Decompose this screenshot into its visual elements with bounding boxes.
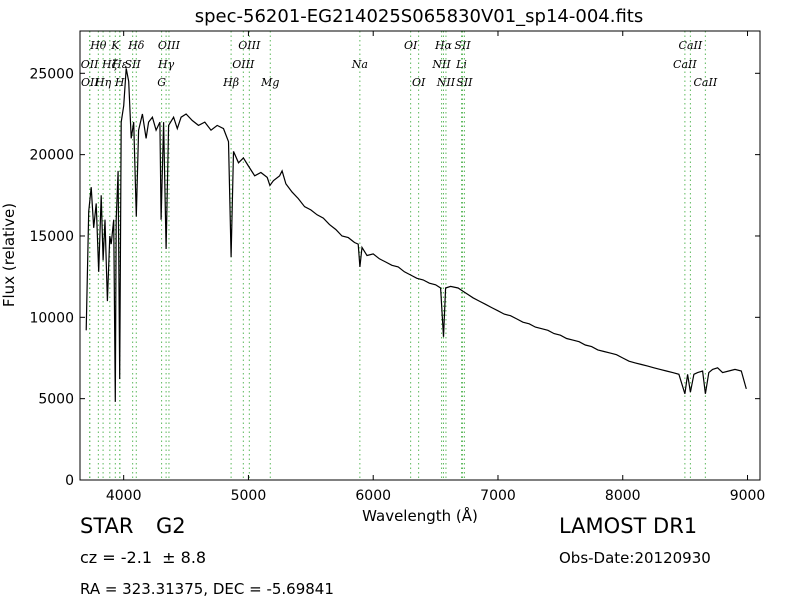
y-tick-label: 15000 <box>29 229 74 245</box>
line-marker-label: Hδ <box>127 39 145 52</box>
y-tick-label: 0 <box>65 473 74 489</box>
line-marker-label: NII <box>431 58 451 71</box>
line-marker-label: CaII <box>679 39 703 52</box>
redshift-value: cz = -2.1 ± 8.8 <box>80 548 207 567</box>
line-marker-label: Hζ <box>101 58 119 71</box>
x-axis-label: Wavelength (Å) <box>362 506 478 525</box>
survey-label: LAMOST DR1 <box>559 514 698 538</box>
object-subclass: G2 <box>156 514 186 538</box>
object-class: STAR <box>80 514 134 538</box>
line-marker-label: Hα <box>434 39 453 52</box>
line-marker-label: OII <box>81 58 99 71</box>
y-axis-ticks: 0 5000 10000 15000 20000 25000 <box>29 66 760 489</box>
line-marker-label: OIII <box>232 58 255 71</box>
line-marker-label: Hγ <box>157 58 175 71</box>
y-tick-label: 10000 <box>29 310 74 326</box>
line-marker-label: OI <box>412 76 426 89</box>
line-marker-label: CaII <box>673 58 697 71</box>
line-marker-label: H <box>114 76 125 89</box>
line-marker-label: Li <box>455 58 467 71</box>
line-marker-label: NII <box>436 76 456 89</box>
line-marker-label: SII <box>125 58 142 71</box>
line-marker-label: SII <box>454 39 471 52</box>
spectrum-line <box>85 68 747 402</box>
y-tick-label: 20000 <box>29 148 74 164</box>
line-marker-label: OIII <box>158 39 181 52</box>
y-tick-label: 5000 <box>38 392 74 408</box>
x-tick-label: 7000 <box>480 488 516 504</box>
plot-frame <box>79 30 761 481</box>
line-marker-label: CaII <box>694 76 718 89</box>
line-marker-label: K <box>110 39 120 52</box>
x-tick-label: 9000 <box>730 488 766 504</box>
x-axis-ticks: 4000 5000 6000 7000 8000 9000 <box>106 31 765 504</box>
line-marker-label: Hβ <box>222 76 239 89</box>
line-marker-label: G <box>157 76 166 89</box>
line-marker-label: SII <box>456 76 473 89</box>
chart-title: spec-56201-EG214025S065830V01_sp14-004.f… <box>195 6 643 27</box>
observation-date: Obs-Date:20120930 <box>559 549 711 567</box>
y-axis-label: Flux (relative) <box>0 203 18 307</box>
line-marker-label: OII <box>81 76 99 89</box>
coordinates: RA = 323.31375, DEC = -5.69841 <box>80 580 334 598</box>
line-marker-label: OIII <box>238 39 261 52</box>
x-tick-label: 8000 <box>605 488 641 504</box>
line-marker-label: Na <box>351 58 368 71</box>
x-tick-label: 4000 <box>106 488 142 504</box>
x-tick-label: 6000 <box>355 488 391 504</box>
line-marker-label: Hη <box>94 76 112 89</box>
line-marker-label: OI <box>404 39 418 52</box>
line-marker-label: Hθ <box>89 39 107 52</box>
line-marker-label: Hε <box>111 58 128 71</box>
y-tick-label: 25000 <box>29 66 74 82</box>
x-tick-label: 5000 <box>231 488 267 504</box>
line-marker-label: Mg <box>260 76 279 89</box>
